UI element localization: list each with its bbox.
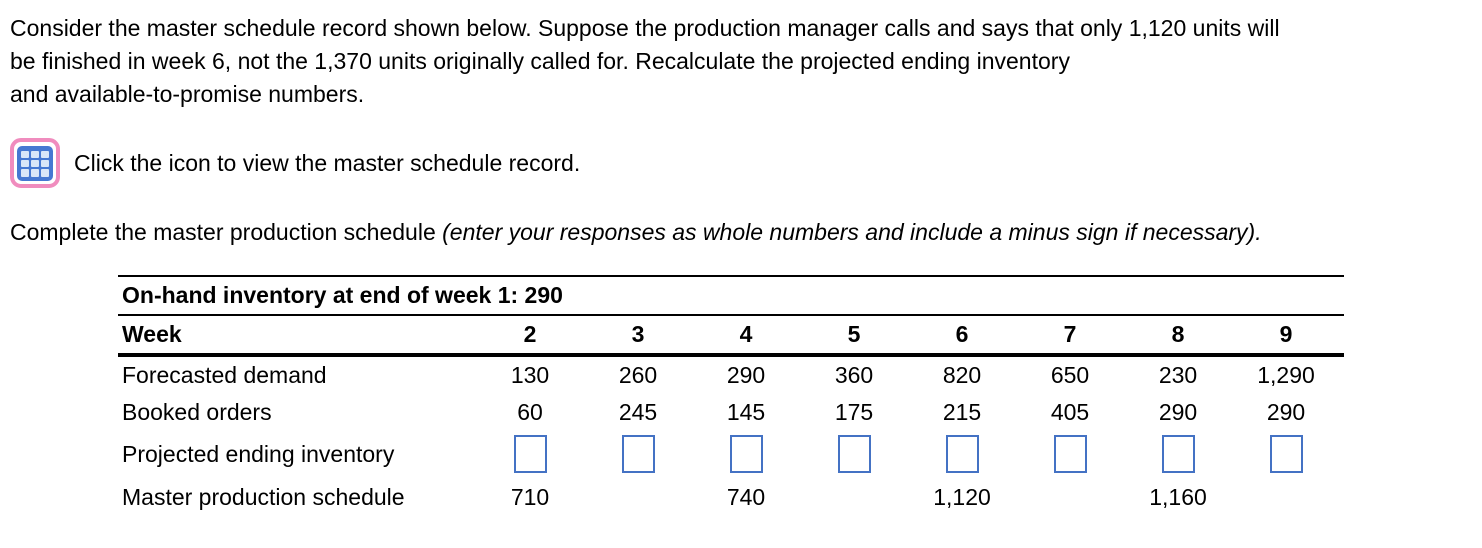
answer-input-week-6[interactable] — [945, 435, 979, 473]
week-header-4: 4 — [739, 321, 753, 347]
value-cell: 1,160 — [1149, 483, 1207, 510]
week-header-label: Week — [122, 321, 182, 347]
table-row: Projected ending inventory — [118, 431, 1344, 477]
instruction-italic: (enter your responses as whole numbers a… — [442, 219, 1262, 245]
answer-input-week-2[interactable] — [513, 435, 547, 473]
value-cell: 650 — [1050, 362, 1090, 388]
answer-cell — [692, 435, 800, 473]
value-cell: 290 — [1158, 399, 1198, 425]
value-cell: 740 — [726, 483, 766, 510]
answer-input-week-4[interactable] — [729, 435, 763, 473]
row-label: Projected ending inventory — [122, 440, 395, 467]
answer-cell — [1232, 435, 1340, 473]
week-header-5: 5 — [847, 321, 861, 347]
question-line-2: be finished in week 6, not the 1,370 uni… — [10, 48, 1070, 74]
week-header-6: 6 — [955, 321, 969, 347]
row-label: Master production schedule — [122, 483, 405, 510]
schedule-table-body: Forecasted demand 130 260 290 360 820 650 230 1,… — [118, 353, 1344, 517]
answer-cell — [908, 435, 1016, 473]
icon-row: Click the icon to view the master schedu… — [10, 138, 1482, 188]
question-text: Consider the master schedule record show… — [10, 12, 1482, 111]
week-header-2: 2 — [523, 321, 537, 347]
value-cell: 215 — [942, 399, 982, 425]
value-cell: 245 — [618, 399, 658, 425]
answer-cell — [800, 435, 908, 473]
question-line-1: Consider the master schedule record show… — [10, 15, 1280, 41]
value-cell: 145 — [726, 399, 766, 425]
master-production-schedule-table: On-hand inventory at end of week 1: 290 … — [118, 275, 1344, 517]
week-header-9: 9 — [1279, 321, 1293, 347]
week-header-8: 8 — [1171, 321, 1185, 347]
value-cell: 175 — [834, 399, 874, 425]
table-grid-icon — [17, 145, 53, 181]
answer-input-week-3[interactable] — [621, 435, 655, 473]
value-cell: 130 — [510, 362, 550, 388]
value-cell: 60 — [517, 399, 543, 425]
value-cell: 820 — [942, 362, 982, 388]
value-cell: 260 — [618, 362, 658, 388]
answer-input-week-7[interactable] — [1053, 435, 1087, 473]
value-cell: 1,120 — [933, 483, 991, 510]
answer-cell — [476, 435, 584, 473]
value-cell: 710 — [510, 483, 550, 510]
value-cell: 360 — [834, 362, 874, 388]
value-cell: 405 — [1050, 399, 1090, 425]
table-row: Master production schedule 710 740 1,120 1,1… — [118, 477, 1344, 517]
value-cell: 290 — [726, 362, 766, 388]
value-cell: 290 — [1266, 399, 1306, 425]
row-label: Forecasted demand — [122, 362, 327, 388]
answer-cell — [584, 435, 692, 473]
answer-input-week-5[interactable] — [837, 435, 871, 473]
on-hand-inventory-header-row: On-hand inventory at end of week 1: 290 — [118, 275, 1344, 314]
instruction-normal: Complete the master production schedule — [10, 219, 443, 245]
answer-cell — [1124, 435, 1232, 473]
table-row: Booked orders 60 245 145 175 215 405 290 290 — [118, 394, 1344, 431]
instruction-line: Complete the master production schedule … — [10, 219, 1482, 246]
row-label: Booked orders — [122, 399, 272, 425]
icon-caption: Click the icon to view the master schedu… — [74, 149, 581, 176]
week-header-3: 3 — [631, 321, 645, 347]
answer-input-week-9[interactable] — [1269, 435, 1303, 473]
master-schedule-table-icon[interactable] — [10, 138, 60, 188]
week-header-7: 7 — [1063, 321, 1077, 347]
value-cell: 230 — [1158, 362, 1198, 388]
table-row: Forecasted demand 130 260 290 360 820 650 230 1,… — [118, 357, 1344, 394]
question-line-3: and available-to-promise numbers. — [10, 81, 365, 107]
answer-input-week-8[interactable] — [1161, 435, 1195, 473]
question-page: Consider the master schedule record show… — [10, 12, 1482, 517]
week-header-row: Week 2 3 4 5 6 7 8 9 — [118, 314, 1344, 353]
value-cell: 1,290 — [1257, 362, 1315, 388]
answer-cell — [1016, 435, 1124, 473]
on-hand-inventory-header: On-hand inventory at end of week 1: 290 — [122, 282, 563, 308]
